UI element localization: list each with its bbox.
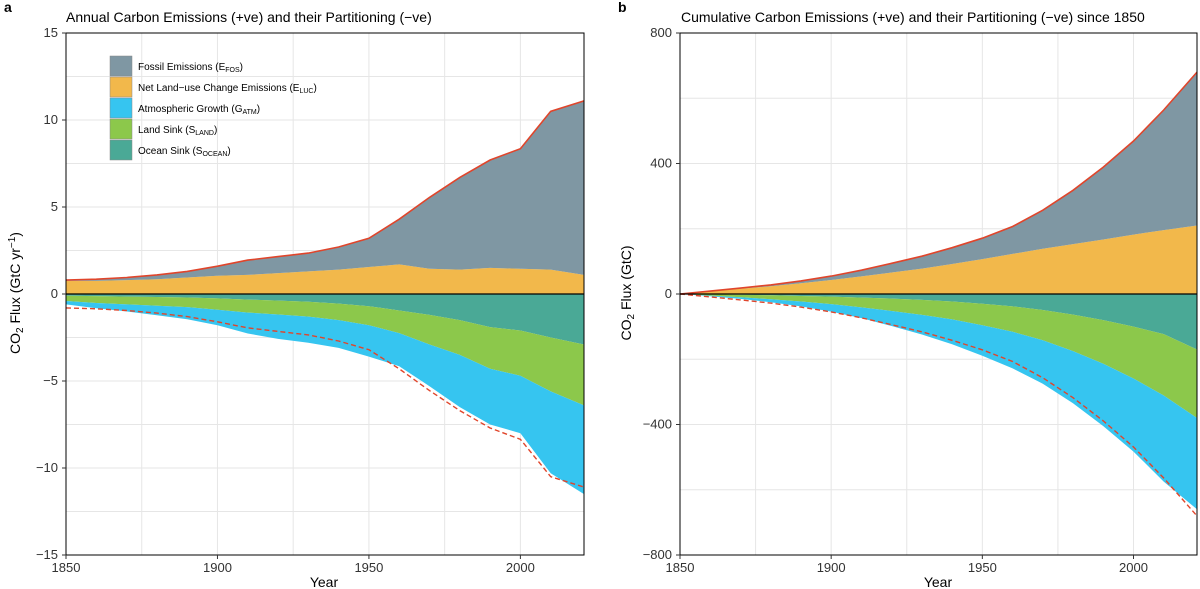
y-tick-label: 400 [650, 156, 672, 171]
y-tick-label: 5 [51, 199, 58, 214]
total-emissions-mirror-line [65, 307, 585, 488]
legend-swatch-fossil [109, 55, 133, 77]
y-tick-label: 800 [650, 25, 672, 40]
y-tick-label: 0 [51, 286, 58, 301]
panel-a-letter: a [4, 0, 12, 15]
x-tick-label: 2000 [506, 560, 535, 575]
y-tick-label: 15 [44, 25, 58, 40]
atm-area [680, 294, 1197, 510]
fossil-area [66, 100, 584, 281]
panel-b-xlabel: Year [924, 574, 953, 589]
panel-b-title: Cumulative Carbon Emissions (+ve) and th… [681, 9, 1145, 25]
panel-a-xlabel: Year [310, 574, 339, 589]
panel-b-plot: −800 −400 0 400 800 1850 1900 1950 2000 [643, 25, 1198, 575]
luc-area [66, 264, 584, 294]
ocean-area [66, 294, 584, 345]
land-area [66, 295, 584, 406]
luc-area [680, 225, 1197, 294]
legend-swatch-luc [109, 76, 133, 98]
legend-label-ocean: Ocean Sink (SOCEAN) [138, 146, 231, 158]
x-tick-label: 1900 [203, 560, 232, 575]
legend-label-land: Land Sink (SLAND) [138, 125, 217, 137]
land-area [680, 294, 1197, 418]
y-tick-label: −10 [36, 460, 58, 475]
legend: Fossil Emissions (EFOS) Net Land−use Chan… [109, 55, 317, 161]
panel-b-letter: b [618, 0, 627, 15]
x-tick-label: 1850 [666, 560, 695, 575]
panel-a-ylabel: CO2 Flux (GtC yr−1) [7, 232, 26, 354]
x-tick-label: 2000 [1119, 560, 1148, 575]
fossil-area [680, 72, 1197, 294]
y-tick-label: 0 [665, 286, 672, 301]
panel-b-ylabel: CO2 Flux (GtC) [618, 245, 637, 340]
total-emissions-mirror-line [679, 293, 1198, 517]
legend-swatch-land [109, 118, 133, 140]
y-tick-label: −5 [43, 373, 58, 388]
atm-area [66, 301, 584, 495]
ocean-area [680, 294, 1197, 350]
total-emissions-line [65, 100, 585, 281]
panel-a-plot: −15 −10 −5 0 5 10 15 1850 1900 1950 2000 [36, 25, 585, 575]
y-tick-label: −400 [643, 417, 672, 432]
y-tick-label: 10 [44, 112, 58, 127]
y-tick-label: −800 [643, 547, 672, 562]
panel-a-title: Annual Carbon Emissions (+ve) and their … [66, 9, 432, 25]
x-tick-label: 1850 [52, 560, 81, 575]
legend-label-luc: Net Land−use Change Emissions (ELUC) [138, 83, 317, 95]
legend-swatch-ocean [109, 139, 133, 161]
y-tick-label: −15 [36, 547, 58, 562]
x-tick-label: 1950 [968, 560, 997, 575]
legend-label-atm: Atmospheric Growth (GATM) [138, 104, 260, 116]
x-tick-label: 1950 [354, 560, 383, 575]
x-tick-label: 1900 [817, 560, 846, 575]
legend-label-fossil: Fossil Emissions (EFOS) [138, 62, 243, 74]
legend-swatch-atm [109, 97, 133, 119]
total-emissions-line [679, 71, 1198, 295]
